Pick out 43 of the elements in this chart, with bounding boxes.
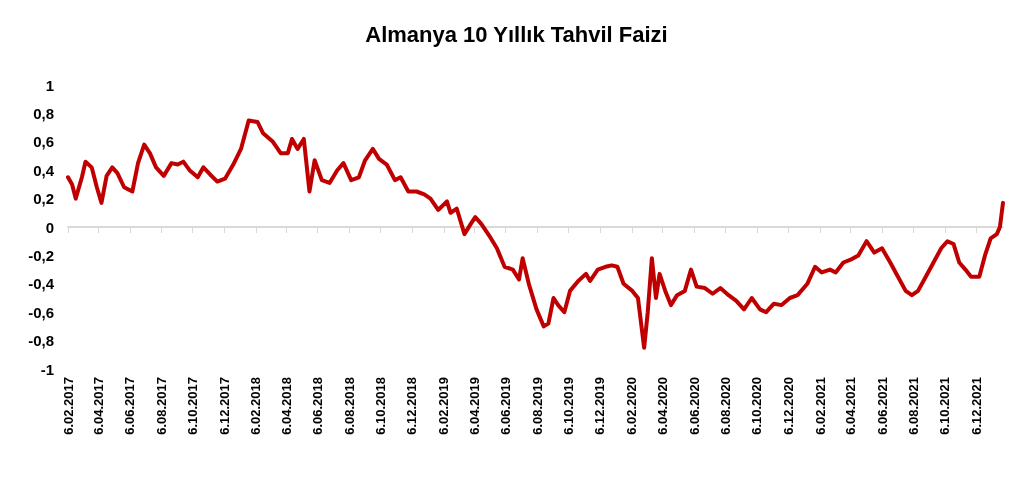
x-tick-label: 6.04.2019: [466, 377, 482, 435]
x-tick-label: 6.02.2017: [60, 377, 76, 435]
x-tick-label: 6.08.2020: [717, 377, 733, 435]
x-tick-label: 6.02.2018: [248, 377, 264, 435]
x-tick-label: 6.10.2020: [749, 377, 765, 435]
x-tick-label: 6.08.2019: [529, 377, 545, 435]
x-tick-label: 6.04.2021: [843, 377, 859, 435]
y-tick-label: 0,4: [33, 161, 55, 179]
x-tick-label: 6.12.2018: [404, 377, 420, 435]
x-tick-label: 6.06.2019: [498, 377, 514, 435]
line-series: [66, 118, 1005, 350]
y-tick-label: -0,6: [28, 303, 54, 321]
x-tick-label: 6.06.2021: [874, 377, 890, 435]
x-tick-label: 6.12.2021: [968, 377, 984, 435]
chart-title: Almanya 10 Yıllık Tahvil Faizi: [365, 21, 668, 47]
y-tick-label: 0,6: [33, 133, 54, 151]
x-tick-label: 6.02.2021: [812, 377, 828, 435]
x-tick-label: 6.10.2017: [185, 377, 201, 435]
y-tick-label: -1: [40, 360, 54, 378]
y-tick-label: 0: [45, 218, 54, 236]
x-tick-label: 6.06.2020: [686, 377, 702, 435]
x-tick-label: 6.10.2018: [373, 377, 389, 435]
x-tick-label: 6.04.2017: [90, 377, 106, 435]
x-tick-label: 6.12.2017: [216, 377, 232, 435]
x-tick-label: 6.12.2019: [592, 377, 608, 435]
y-tick-label: -0,2: [28, 246, 54, 264]
x-tick-label: 6.02.2019: [436, 377, 452, 435]
x-tick-label: 6.12.2020: [780, 377, 796, 435]
x-tick-label: 6.10.2019: [560, 377, 576, 435]
x-tick-label: 6.02.2020: [624, 377, 640, 435]
y-tick-label: -0,8: [28, 332, 54, 350]
x-tick-label: 6.04.2020: [655, 377, 671, 435]
x-tick-label: 6.08.2021: [905, 377, 921, 435]
x-tick-label: 6.08.2017: [153, 377, 169, 435]
y-tick-label: 1: [45, 76, 54, 94]
y-tick-label: 0,2: [33, 190, 54, 208]
x-tick-label: 6.08.2018: [341, 377, 357, 435]
x-tick-label: 6.10.2021: [937, 377, 953, 435]
y-tick-label: 0,8: [33, 104, 54, 122]
y-tick-label: -0,4: [28, 275, 55, 293]
x-tick-label: 6.06.2017: [122, 377, 138, 435]
x-tick-label: 6.06.2018: [310, 377, 326, 435]
x-tick-label: 6.04.2018: [278, 377, 294, 435]
